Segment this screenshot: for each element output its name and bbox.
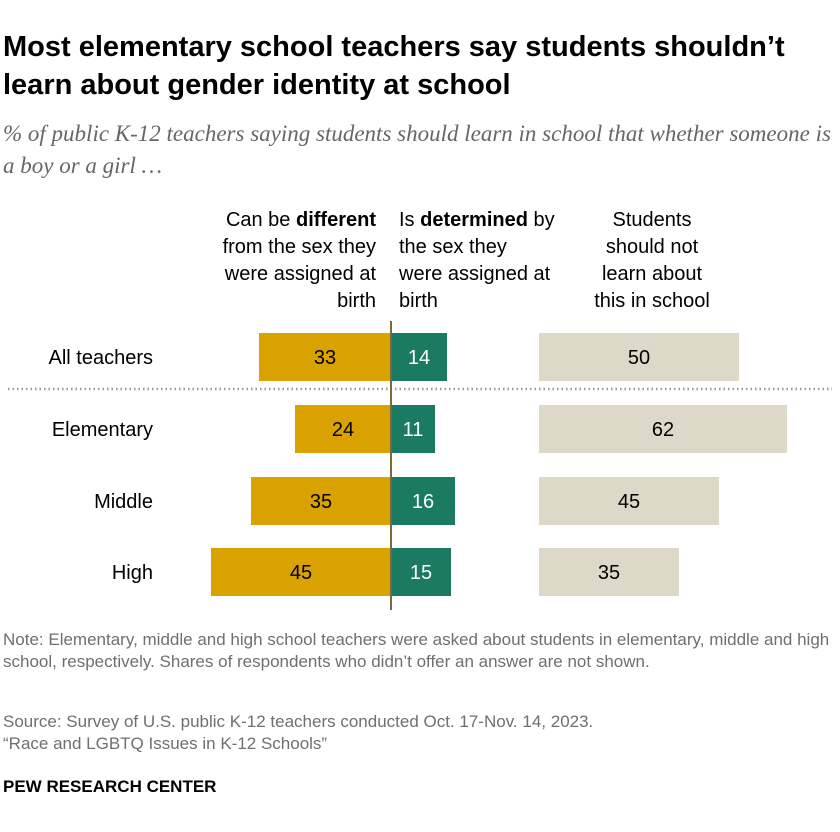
bar-not-learn [539, 477, 719, 525]
source-line: Source: Survey of U.S. public K-12 teach… [3, 712, 594, 731]
header-determined-line-4: birth [399, 290, 438, 312]
chart: Can be different from the sex they were … [8, 209, 832, 610]
data-label-determined: 11 [403, 419, 424, 441]
header-determined-line-1: Is determined by [399, 209, 555, 231]
header-different-line-4: birth [337, 290, 376, 312]
report-title: “Race and LGBTQ Issues in K-12 Schools” [3, 734, 328, 753]
data-label-different: 33 [314, 347, 336, 369]
data-label-not-learn: 62 [652, 419, 674, 441]
bar-not-learn [539, 333, 739, 381]
header-determined-line-2: the sex they [399, 236, 507, 258]
data-label-determined: 14 [408, 347, 430, 369]
bar-different [259, 333, 391, 381]
brand-logo-text: PEW RESEARCH CENTER [3, 777, 217, 796]
data-label-determined: 16 [412, 491, 434, 513]
bar-not-learn [539, 405, 787, 453]
category-label: Middle [94, 491, 153, 513]
header-not-learn-line-4: this in school [594, 290, 710, 312]
bar-determined [391, 333, 447, 381]
bar-not-learn [539, 548, 679, 596]
header-not-learn: Students should not learn about this in … [594, 209, 710, 312]
header-not-learn-line-1: Students [613, 209, 692, 231]
header-different-line-1: Can be different [226, 209, 376, 231]
data-label-not-learn: 45 [618, 491, 640, 513]
header-determined-line-3: were assigned at [398, 263, 551, 285]
data-label-not-learn: 50 [628, 347, 650, 369]
bar-determined [391, 405, 435, 453]
header-not-learn-line-3: learn about [602, 263, 703, 285]
header-different-line-3: were assigned at [224, 263, 377, 285]
category-label: Elementary [52, 419, 153, 441]
bar-different [211, 548, 391, 596]
chart-subtitle: % of public K-12 teachers saying student… [3, 121, 831, 178]
bar-different [251, 477, 391, 525]
data-label-different: 45 [290, 562, 312, 584]
bar-different [295, 405, 391, 453]
category-label: High [112, 562, 153, 584]
data-label-different: 24 [332, 419, 354, 441]
bar-rows: All teachers 33 14 50 Elementary 24 11 62 Middle… [8, 321, 832, 610]
header-different-line-2: from the sex they [223, 236, 376, 258]
data-label-different: 35 [310, 491, 332, 513]
data-label-determined: 15 [410, 562, 432, 584]
header-determined: Is determined by the sex they were assig… [398, 209, 555, 312]
note: Note: Elementary, middle and high school… [3, 630, 830, 671]
header-not-learn-line-2: should not [606, 236, 699, 258]
bar-determined [391, 548, 451, 596]
source: Source: Survey of U.S. public K-12 teach… [3, 711, 833, 755]
data-label-not-learn: 35 [598, 562, 620, 584]
chart-title: Most elementary school teachers say stud… [3, 31, 785, 101]
header-different: Can be different from the sex they were … [223, 209, 377, 312]
bar-determined [391, 477, 455, 525]
category-label: All teachers [49, 347, 154, 369]
